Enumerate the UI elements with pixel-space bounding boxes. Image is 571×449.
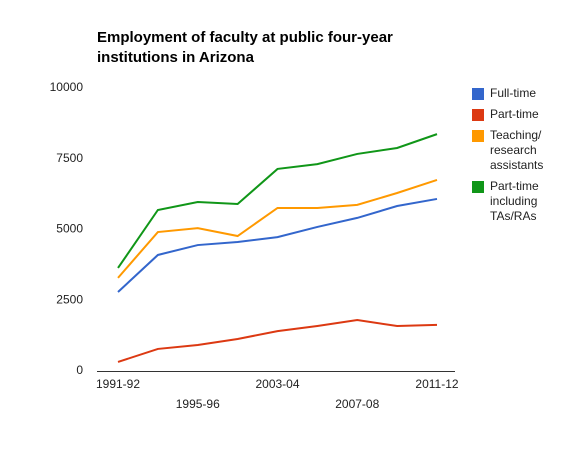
legend-entry: Teaching/ research assistants: [472, 128, 552, 173]
series-line: [117, 179, 438, 279]
series-line: [117, 197, 438, 293]
legend-entry: Part-time: [472, 107, 552, 122]
y-tick-label: 10000: [50, 80, 84, 94]
legend-swatch: [472, 88, 484, 100]
legend-entry: Part-time including TAs/RAs: [472, 179, 552, 224]
legend-swatch: [472, 109, 484, 121]
legend-label: Part-time including TAs/RAs: [490, 179, 539, 223]
chart-title: Employment of faculty at public four-yea…: [97, 29, 393, 66]
legend-label: Part-time: [490, 107, 539, 121]
x-tick-label: 1991-92: [96, 377, 140, 391]
legend-swatch: [472, 181, 484, 193]
y-tick-label: 0: [76, 363, 83, 377]
series-line: [117, 133, 438, 269]
x-tick-label: 2011-12: [415, 377, 458, 391]
x-tick-label: 1995-96: [176, 397, 220, 411]
y-tick-label: 7500: [56, 151, 83, 165]
legend: Full-time Part-time Teaching/ research ass…: [472, 86, 567, 230]
legend-entry: Full-time: [472, 86, 552, 101]
legend-label: Full-time: [490, 86, 537, 100]
y-tick-label: 2500: [56, 292, 83, 306]
legend-swatch: [472, 130, 484, 142]
series-line: [117, 319, 438, 363]
x-tick-label: 2003-04: [255, 377, 299, 391]
legend-label: Teaching/ research assistants: [490, 128, 544, 172]
y-tick-label: 5000: [56, 222, 83, 236]
x-tick-label: 2007-08: [335, 397, 379, 411]
